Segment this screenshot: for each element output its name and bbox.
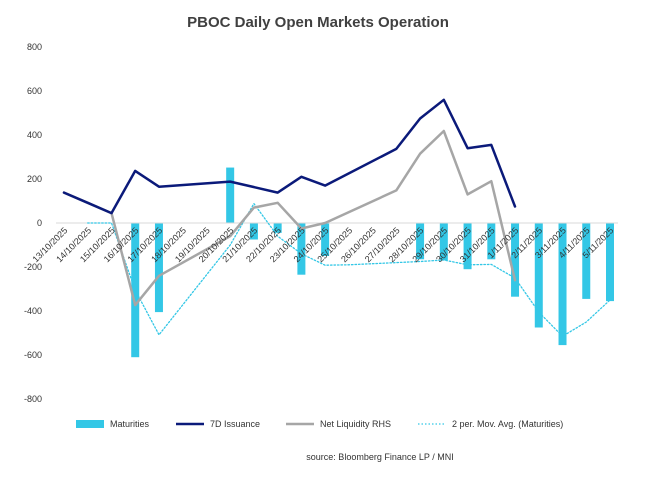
legend-label: Net Liquidity RHS [320,419,391,429]
y-tick-label: -200 [24,262,42,272]
bar-maturities [606,223,614,302]
bar-maturities [582,223,591,299]
legend-swatch-maturities [76,420,104,428]
source-note: source: Bloomberg Finance LP / MNI [306,452,453,462]
y-tick-label: 600 [27,86,42,96]
bar-maturities [511,223,520,297]
bar-maturities [463,223,472,270]
y-tick-label: 200 [27,174,42,184]
line-net-liquidity [62,129,517,307]
chart-title: PBOC Daily Open Markets Operation [187,14,449,31]
line-7d-issuance [62,98,517,215]
y-axis: -800 -600 -400 -200 0 200 400 600 800 [24,42,42,404]
bar-maturities [249,223,258,240]
bar-maturities [416,223,425,260]
legend-label: Maturities [110,419,150,429]
bar-maturities [558,223,567,346]
line-moving-average [87,202,611,337]
legend-label: 7D Issuance [210,419,260,429]
bar-maturities [439,223,448,261]
bar-maturities [487,223,496,260]
y-tick-label: -800 [24,394,42,404]
y-tick-label: -400 [24,306,42,316]
y-tick-label: 800 [27,42,42,52]
legend-label: 2 per. Mov. Avg. (Maturities) [452,419,563,429]
bar-maturities [154,223,163,313]
y-tick-label: -600 [24,350,42,360]
line-series-group [62,98,611,337]
bar-maturities [534,223,543,328]
bar-maturities [226,167,235,223]
bar-maturities [321,223,330,256]
y-tick-label: 0 [37,218,42,228]
bar-maturities [297,223,306,275]
legend: Maturities 7D Issuance Net Liquidity RHS 2 … [76,419,563,429]
y-tick-label: 400 [27,130,42,140]
bar-maturities [273,223,282,233]
